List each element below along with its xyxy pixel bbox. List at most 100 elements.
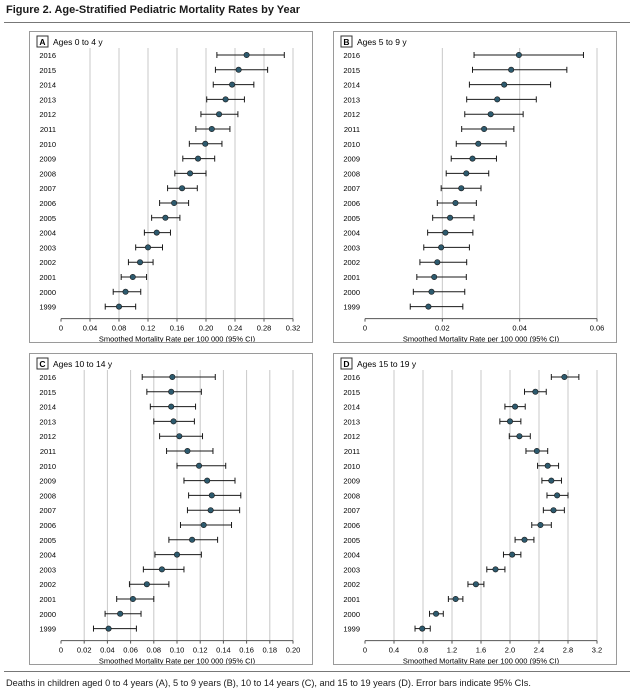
estimate-point xyxy=(425,303,432,310)
panel-letter: C xyxy=(39,359,45,369)
panel-a: A Ages 0 to 4 y 0 0.04 0.08 0.12 0.16 0.20 0.24 0… xyxy=(29,31,313,343)
estimate-point xyxy=(202,140,209,147)
estimate-point xyxy=(122,288,129,295)
year-label: 2012 xyxy=(39,432,56,441)
year-label: 1999 xyxy=(39,625,56,634)
year-label: 2016 xyxy=(343,373,360,382)
estimate-point xyxy=(507,418,514,425)
year-label: 2011 xyxy=(344,125,360,134)
estimate-point xyxy=(195,155,202,162)
x-tick-label: 0.20 xyxy=(199,324,214,333)
year-label: 2010 xyxy=(343,462,360,471)
x-tick-label: 0 xyxy=(59,646,63,655)
x-tick-label: 0.06 xyxy=(123,646,138,655)
x-tick-label: 0.06 xyxy=(590,324,605,333)
year-label: 2015 xyxy=(39,388,56,397)
panel-c: C Ages 10 to 14 y 0 0.02 0.04 0.06 0.08 0.10 0.1… xyxy=(29,353,313,665)
estimate-point xyxy=(438,244,445,251)
year-label: 2001 xyxy=(39,273,56,282)
estimate-point xyxy=(537,522,544,529)
estimate-point xyxy=(428,288,435,295)
x-tick-label: 0.18 xyxy=(262,646,277,655)
x-tick-label: 0.12 xyxy=(193,646,208,655)
panel-letter: D xyxy=(343,359,349,369)
year-label: 2008 xyxy=(343,169,360,178)
estimate-point xyxy=(179,185,186,192)
top-rule xyxy=(4,22,630,23)
year-label: 2013 xyxy=(343,95,360,104)
estimate-point xyxy=(508,66,515,73)
year-label: 2008 xyxy=(39,491,56,500)
estimate-point xyxy=(434,259,441,266)
estimate-point xyxy=(550,507,557,514)
x-tick-label: 0.20 xyxy=(286,646,301,655)
estimate-point xyxy=(533,448,540,455)
year-label: 1999 xyxy=(343,303,360,312)
x-tick-label: 0.02 xyxy=(77,646,92,655)
figure-caption: Deaths in children aged 0 to 4 years (A)… xyxy=(6,678,531,688)
estimate-point xyxy=(158,566,165,573)
year-label: 2007 xyxy=(343,506,360,515)
year-label: 2010 xyxy=(343,140,360,149)
panel-title: Ages 0 to 4 y xyxy=(53,37,103,47)
estimate-point xyxy=(189,536,196,543)
estimate-point xyxy=(162,214,169,221)
year-label: 2014 xyxy=(343,403,360,412)
x-tick-label: 0.16 xyxy=(239,646,254,655)
year-label: 2009 xyxy=(343,477,360,486)
x-axis-label: Smoothed Mortality Rate per 100 000 (95%… xyxy=(99,335,256,342)
panel-letter: B xyxy=(343,37,349,47)
panel-d-plot: D Ages 15 to 19 y 0 0.4 0.8 1.2 1.6 2.0 2.4 2.8 3.… xyxy=(340,357,602,664)
estimate-point xyxy=(561,373,568,380)
estimate-point xyxy=(447,214,454,221)
year-label: 2009 xyxy=(39,477,56,486)
estimate-point xyxy=(475,140,482,147)
figure-title: Figure 2. Age-Stratified Pediatric Morta… xyxy=(6,4,301,16)
panel-title: Ages 5 to 9 y xyxy=(357,37,407,47)
estimate-point xyxy=(487,111,494,118)
estimate-point xyxy=(187,170,194,177)
year-label: 2011 xyxy=(344,447,360,456)
panel-a-plot: A Ages 0 to 4 y 0 0.04 0.08 0.12 0.16 0.20 0.24 0… xyxy=(36,35,301,342)
year-label: 2000 xyxy=(39,288,56,297)
x-axis-label: Smoothed Mortality Rate per 100 000 (95%… xyxy=(99,657,256,664)
x-tick-label: 0.10 xyxy=(170,646,185,655)
x-tick-label: 0.08 xyxy=(112,324,127,333)
panel-letter: A xyxy=(39,37,45,47)
estimate-point xyxy=(469,155,476,162)
x-tick-label: 0 xyxy=(363,646,367,655)
estimate-point xyxy=(216,111,223,118)
year-label: 2004 xyxy=(39,229,56,238)
estimate-point xyxy=(516,433,523,440)
year-label: 2007 xyxy=(343,184,360,193)
x-tick-label: 0.28 xyxy=(257,324,272,333)
year-label: 2012 xyxy=(343,432,360,441)
year-label: 2006 xyxy=(343,199,360,208)
estimate-point xyxy=(442,229,449,236)
x-tick-label: 2.0 xyxy=(505,646,515,655)
x-tick-label: 0.32 xyxy=(286,324,301,333)
estimate-point xyxy=(184,448,191,455)
year-label: 2004 xyxy=(343,229,360,238)
year-label: 2016 xyxy=(39,373,56,382)
estimate-point xyxy=(117,610,124,617)
x-tick-label: 0.08 xyxy=(146,646,161,655)
year-label: 2000 xyxy=(343,610,360,619)
year-label: 1999 xyxy=(343,625,360,634)
estimate-point xyxy=(168,388,175,395)
estimate-point xyxy=(207,507,214,514)
x-tick-label: 0.02 xyxy=(435,324,450,333)
estimate-point xyxy=(137,259,144,266)
estimate-point xyxy=(168,403,175,410)
estimate-point xyxy=(196,462,203,469)
x-tick-label: 0.24 xyxy=(228,324,243,333)
year-label: 2013 xyxy=(343,417,360,426)
year-label: 2002 xyxy=(39,580,56,589)
year-label: 2012 xyxy=(343,110,360,119)
estimate-point xyxy=(492,566,499,573)
estimate-point xyxy=(452,200,459,207)
year-label: 2001 xyxy=(343,595,360,604)
year-label: 2015 xyxy=(343,388,360,397)
x-tick-label: 2.4 xyxy=(534,646,544,655)
year-label: 2009 xyxy=(39,155,56,164)
